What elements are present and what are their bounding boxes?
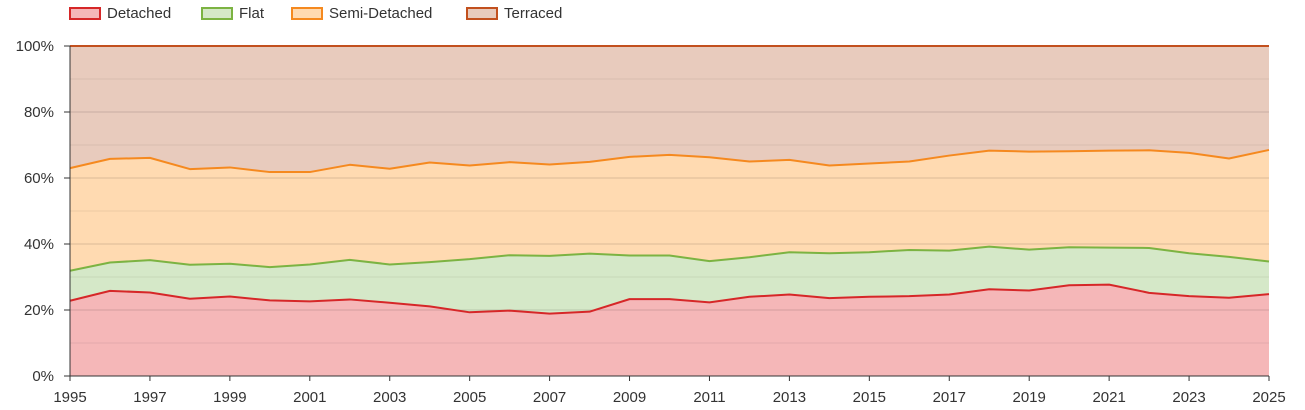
x-tick-label: 2025 (1252, 389, 1285, 406)
legend-label: Detached (107, 5, 171, 22)
area-terraced (70, 46, 1269, 173)
y-tick-label: 0% (32, 368, 54, 385)
x-tick-label: 2005 (453, 389, 486, 406)
x-tick-label: 2019 (1013, 389, 1046, 406)
legend-swatch (291, 7, 323, 20)
x-tick-label: 2007 (533, 389, 566, 406)
y-tick-label: 40% (24, 236, 54, 253)
legend-swatch (466, 7, 498, 20)
area-semi-detached (70, 149, 1269, 271)
y-tick-label: 100% (16, 38, 54, 55)
line-semi-detached (69, 148, 1270, 174)
area-detached (70, 284, 1269, 376)
x-tick-label: 2021 (1092, 389, 1125, 406)
x-tick-label: 1995 (53, 389, 86, 406)
legend-item-flat[interactable]: Flat (201, 5, 265, 22)
area-flat (70, 246, 1269, 314)
chart-legend: Detached Flat Semi-Detached Terraced (69, 5, 562, 22)
line-flat (69, 245, 1270, 272)
x-tick-label: 2017 (933, 389, 966, 406)
legend-item-detached[interactable]: Detached (69, 5, 171, 22)
legend-item-semi-detached[interactable]: Semi-Detached (291, 5, 432, 22)
legend-label: Semi-Detached (329, 5, 432, 22)
chart-axes: 0% 20% 40% 60% 80% 100% 1995 1997 1999 2001 2003 20… (16, 38, 1286, 406)
y-tick-label: 80% (24, 104, 54, 121)
x-tick-label: 2003 (373, 389, 406, 406)
x-tick-label: 2023 (1172, 389, 1205, 406)
legend-label: Terraced (504, 5, 562, 22)
legend-label: Flat (239, 5, 265, 22)
x-tick-label: 2015 (853, 389, 886, 406)
x-tick-label: 1997 (133, 389, 166, 406)
x-tick-label: 2009 (613, 389, 646, 406)
legend-swatch (201, 7, 233, 20)
y-tick-label: 60% (24, 170, 54, 187)
x-tick-label: 1999 (213, 389, 246, 406)
x-tick-label: 2011 (693, 389, 725, 406)
chart-areas (70, 46, 1269, 376)
line-detached (69, 283, 1270, 315)
chart-gridlines (70, 45, 1269, 344)
legend-item-terraced[interactable]: Terraced (466, 5, 562, 22)
y-tick-label: 20% (24, 302, 54, 319)
x-tick-label: 2001 (293, 389, 326, 406)
x-tick-label: 2013 (773, 389, 806, 406)
chart-series-lines (69, 45, 1270, 315)
legend-swatch (69, 7, 101, 20)
